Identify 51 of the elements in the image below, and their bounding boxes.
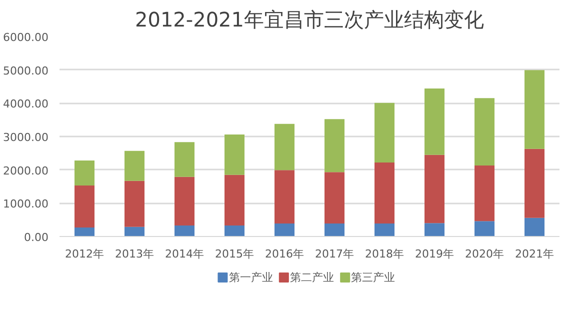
bar xyxy=(74,228,94,236)
bar xyxy=(224,174,244,226)
x-tick-label: 2021年 xyxy=(515,248,554,260)
bar xyxy=(324,172,344,224)
bar xyxy=(224,226,244,236)
x-tick-label: 2013年 xyxy=(115,248,154,260)
bar xyxy=(174,142,194,177)
y-tick-label: 0.00 xyxy=(24,231,49,244)
y-tick-label: 5000.00 xyxy=(3,64,49,78)
legend-label: 第一产业 xyxy=(228,271,273,284)
bar xyxy=(174,226,194,236)
bar xyxy=(474,166,494,222)
x-tick-label: 2015年 xyxy=(215,248,254,260)
bar xyxy=(524,70,544,149)
bar xyxy=(424,154,444,224)
x-tick-label: 2018年 xyxy=(365,248,404,260)
x-tick-label: 2020年 xyxy=(465,248,504,260)
legend-label: 第三产业 xyxy=(351,271,396,284)
bar xyxy=(224,134,244,175)
bar xyxy=(424,88,444,155)
bar xyxy=(374,162,394,224)
x-tick-label: 2019年 xyxy=(415,248,454,260)
bar xyxy=(324,224,344,236)
bar xyxy=(74,160,94,186)
bar xyxy=(524,148,544,218)
y-tick-label: 2000.00 xyxy=(3,164,49,178)
bar xyxy=(374,224,394,236)
x-tick-label: 2014年 xyxy=(165,248,204,260)
bar xyxy=(174,176,194,226)
bar xyxy=(124,150,144,181)
bar xyxy=(124,226,144,236)
chart-title: 2012-2021年宜昌市三次产业结构变化 xyxy=(134,8,484,32)
bar xyxy=(474,98,494,166)
y-tick-label: 3000.00 xyxy=(3,131,49,144)
bar xyxy=(374,102,394,162)
bar xyxy=(474,221,494,236)
bar xyxy=(524,218,544,236)
legend-label: 第二产业 xyxy=(290,271,334,284)
y-tick-label: 4000.00 xyxy=(3,98,49,111)
x-tick-label: 2016年 xyxy=(265,248,304,260)
y-tick-label: 1000.00 xyxy=(3,198,49,211)
y-tick-label: 6000.00 xyxy=(3,31,49,44)
x-tick-label: 2012年 xyxy=(65,248,104,260)
bar xyxy=(274,224,294,236)
bar xyxy=(324,119,344,172)
bar xyxy=(74,186,94,228)
bar xyxy=(274,124,294,170)
bar xyxy=(124,180,144,227)
bar xyxy=(274,170,294,224)
x-tick-label: 2017年 xyxy=(315,248,354,260)
bar xyxy=(424,223,444,236)
